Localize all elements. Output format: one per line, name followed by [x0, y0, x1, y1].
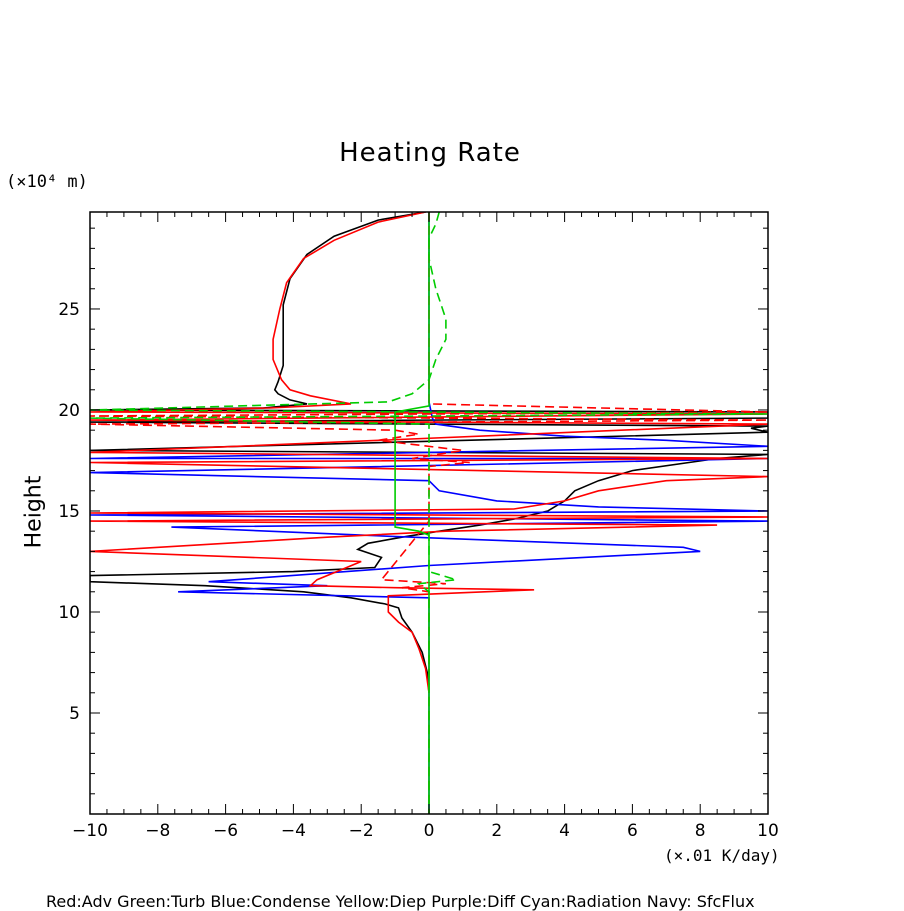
x-tick-label: 8: [695, 821, 706, 841]
x-tick-label: 0: [424, 821, 435, 841]
y-tick-label: 25: [58, 300, 80, 320]
y-tick-label: 15: [58, 502, 80, 522]
x-tick-label: 2: [491, 821, 502, 841]
x-tick-label: −10: [72, 821, 108, 841]
x-tick-label: −4: [281, 821, 306, 841]
x-tick-label: −8: [145, 821, 170, 841]
x-tick-label: 4: [559, 821, 570, 841]
y-tick-label: 20: [58, 401, 80, 421]
x-tick-label: −2: [349, 821, 374, 841]
series-layer: [90, 212, 768, 814]
x-tick-label: 6: [627, 821, 638, 841]
y-tick-label: 5: [69, 704, 80, 724]
y-tick-label: 10: [58, 603, 80, 623]
legend-text: Red:Adv Green:Turb Blue:Condense Yellow:…: [46, 892, 755, 911]
chart-area: −10 −8 −6 −4 −2 0 2 4 6 8 10 5 10 15 20 25: [0, 0, 904, 890]
x-tick-label: −6: [213, 821, 238, 841]
x-tick-label: 10: [757, 821, 779, 841]
